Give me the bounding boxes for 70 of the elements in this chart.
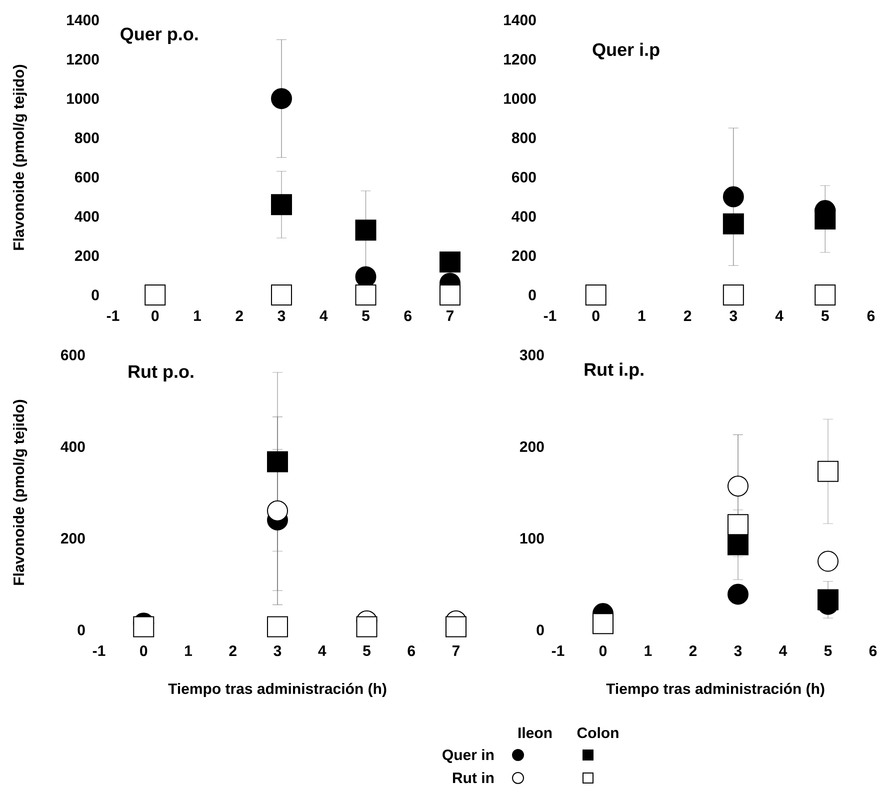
x-tick-label: 2 [684, 310, 692, 322]
x-tick-label: 3 [734, 646, 742, 656]
x-tick-label: 2 [236, 310, 243, 322]
x-tick-label: 5 [362, 310, 370, 321]
y-tick-label: 1400 [67, 14, 99, 26]
y-tick-label: 1000 [67, 93, 99, 104]
y-tick-label: 1400 [504, 14, 536, 26]
y-tick-label: 600 [60, 350, 85, 360]
x-tick-label: 5 [363, 646, 370, 656]
text: Ileon [518, 727, 552, 738]
x-tick-label: -1 [552, 646, 564, 656]
x-tick-label: -1 [106, 310, 120, 321]
x-tick-label: 7 [452, 646, 460, 656]
x-tick-label: 4 [320, 310, 328, 321]
y-tick-label: 100 [520, 533, 544, 544]
x-tick-label: 1 [194, 310, 201, 321]
x-tick-label: 2 [229, 646, 236, 656]
y-tick-label: 200 [74, 250, 99, 262]
text: Colon [577, 727, 618, 738]
x-tick-label: 1 [644, 646, 652, 656]
x-tick-label: 1 [185, 646, 192, 656]
chart-title: Quer p.o. [120, 28, 198, 44]
y-tick-label: 1200 [504, 54, 536, 65]
y-tick-label: 200 [60, 533, 85, 544]
x-tick-label: 0 [152, 310, 159, 322]
x-tick-label: 4 [775, 310, 784, 321]
x-tick-label: 5 [821, 310, 829, 321]
y-tick-label: 0 [92, 290, 99, 300]
x-tick-label: 3 [730, 310, 738, 322]
y-axis-title: Flavonoide (pmol/g tejido) [12, 64, 28, 250]
y-tick-label: 200 [512, 250, 536, 262]
x-axis-title: Tiempo tras administración (h) [606, 682, 824, 697]
y-tick-label: 400 [74, 211, 99, 222]
y-tick-label: 300 [520, 350, 544, 360]
x-tick-label: -1 [92, 646, 106, 656]
text: Quer in [442, 749, 494, 763]
x-tick-label: 1 [638, 310, 646, 321]
y-tick-label: 1000 [504, 93, 536, 104]
text: Rut in [452, 772, 494, 784]
text: Quer i.p [592, 42, 660, 60]
x-tick-label: 4 [779, 646, 788, 656]
x-tick-label: 3 [274, 646, 282, 656]
y-tick-label: 0 [528, 290, 536, 300]
x-tick-label: -1 [544, 310, 556, 321]
x-tick-label: 6 [867, 310, 875, 322]
text: Rut p.o. [128, 365, 194, 382]
y-tick-label: 1200 [67, 54, 99, 65]
x-tick-label: 6 [869, 646, 877, 656]
y-axis-title: Flavonoide (pmol/g tejido) [13, 400, 28, 585]
x-tick-label: 5 [824, 646, 832, 656]
x-axis-title: Tiempo tras administración (h) [168, 682, 386, 697]
y-tick-label: 400 [512, 211, 536, 222]
y-tick-label: 400 [60, 441, 85, 452]
chart-title: Rut i.p. [584, 362, 644, 380]
x-tick-label: 3 [278, 310, 286, 322]
x-tick-label: 0 [592, 310, 600, 322]
x-tick-label: 2 [689, 646, 697, 656]
y-tick-label: 600 [512, 172, 536, 182]
y-tick-label: 800 [74, 132, 99, 144]
x-tick-label: 4 [318, 646, 326, 656]
y-tick-label: 0 [536, 624, 544, 636]
x-tick-label: 0 [140, 646, 148, 656]
x-tick-label: 0 [599, 646, 607, 656]
x-tick-label: 6 [404, 310, 412, 322]
y-tick-label: 0 [78, 624, 85, 636]
x-tick-label: 6 [408, 646, 415, 656]
x-tick-label: 7 [446, 310, 454, 321]
y-tick-label: 800 [512, 132, 536, 144]
y-tick-label: 600 [74, 172, 99, 182]
y-tick-label: 200 [520, 441, 544, 452]
